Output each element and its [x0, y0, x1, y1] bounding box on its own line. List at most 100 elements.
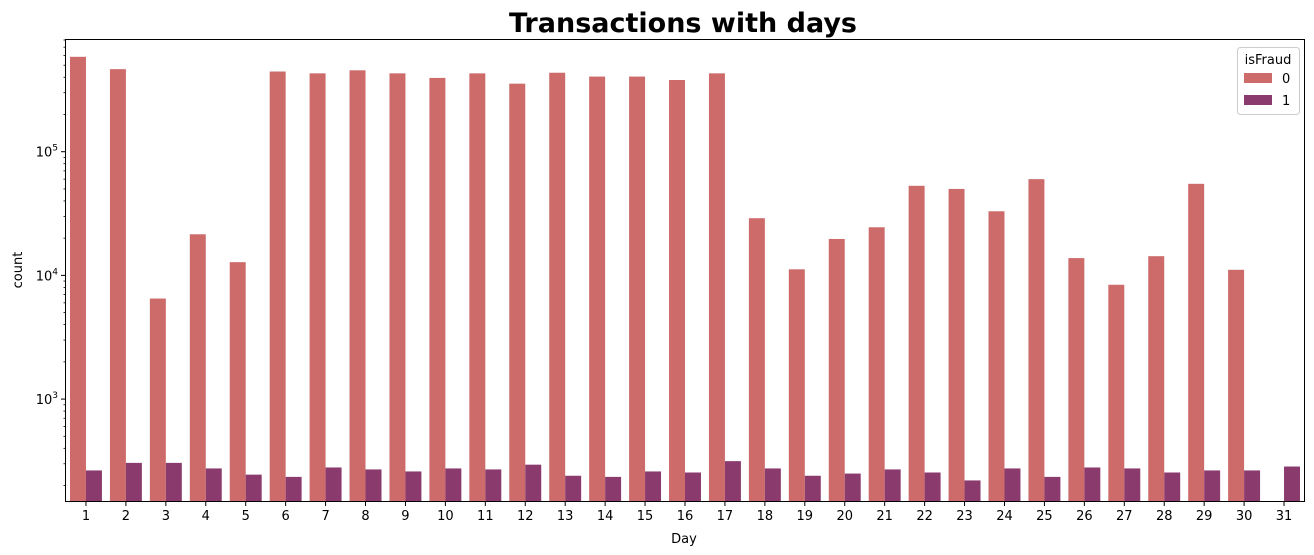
bar-day-29-isfraud-0	[1188, 183, 1205, 501]
bar-day-2-isfraud-0	[109, 69, 126, 502]
bar-day-19-isfraud-1	[804, 475, 821, 501]
legend-label-1: 1	[1282, 94, 1290, 109]
x-tick-label: 28	[1156, 509, 1173, 524]
bar-day-25-isfraud-1	[1044, 476, 1061, 501]
bar-day-16-isfraud-1	[685, 472, 701, 501]
bar-day-19-isfraud-0	[788, 269, 805, 501]
bar-day-23-isfraud-1	[964, 480, 981, 501]
legend: isFraud 0 1	[1237, 47, 1300, 115]
x-tick-label: 13	[557, 509, 574, 524]
bar-day-21-isfraud-1	[884, 469, 901, 501]
x-tick-label: 6	[282, 509, 290, 524]
bar-day-3-isfraud-1	[165, 462, 182, 501]
x-tick-label: 24	[996, 509, 1013, 524]
chart-title: Transactions with days	[509, 8, 857, 39]
x-tick-label: 7	[321, 509, 329, 524]
bar-day-25-isfraud-0	[1028, 179, 1045, 501]
x-tick-label: 10	[437, 509, 454, 524]
bar-day-16-isfraud-0	[669, 79, 685, 502]
bar-day-13-isfraud-1	[565, 475, 582, 501]
legend-swatch-0	[1244, 73, 1272, 83]
x-tick-label: 23	[956, 509, 973, 524]
bar-day-12-isfraud-0	[509, 83, 526, 502]
bar-day-26-isfraud-0	[1068, 258, 1085, 501]
bar-day-6-isfraud-1	[285, 476, 302, 501]
x-tick-label: 14	[597, 509, 614, 524]
x-tick-label: 8	[361, 509, 369, 524]
bar-day-24-isfraud-0	[988, 211, 1005, 501]
x-tick-label: 15	[637, 509, 654, 524]
bar-day-10-isfraud-0	[429, 77, 446, 501]
legend-swatch-1	[1244, 95, 1272, 105]
x-tick-label: 1	[82, 509, 90, 524]
bar-day-22-isfraud-1	[924, 472, 941, 501]
bar-day-4-isfraud-0	[189, 234, 206, 501]
x-tick-label: 30	[1236, 509, 1253, 524]
bar-day-21-isfraud-0	[868, 227, 885, 501]
bar-day-15-isfraud-1	[645, 471, 662, 501]
x-tick-label: 27	[1116, 509, 1133, 524]
bar-day-22-isfraud-0	[908, 185, 925, 501]
bar-day-5-isfraud-0	[229, 262, 246, 501]
bar-day-23-isfraud-0	[948, 188, 965, 501]
bar-day-11-isfraud-0	[469, 73, 486, 501]
bar-day-1-isfraud-1	[85, 470, 102, 501]
bar-day-8-isfraud-0	[349, 70, 366, 501]
bar-day-9-isfraud-0	[389, 73, 406, 501]
bar-day-26-isfraud-1	[1084, 467, 1101, 501]
bar-day-5-isfraud-1	[245, 474, 262, 501]
x-tick-label: 29	[1196, 509, 1213, 524]
x-tick-label: 16	[677, 509, 694, 524]
x-tick-label: 18	[757, 509, 774, 524]
bar-day-3-isfraud-0	[149, 298, 166, 501]
x-tick-label: 22	[916, 509, 933, 524]
bar-day-30-isfraud-1	[1244, 470, 1261, 501]
legend-title: isFraud	[1245, 53, 1292, 68]
bar-day-28-isfraud-0	[1148, 256, 1165, 501]
bar-day-13-isfraud-0	[549, 72, 566, 501]
bar-day-17-isfraud-1	[724, 461, 741, 501]
y-tick-label: 105	[36, 144, 58, 161]
x-tick-label: 21	[876, 509, 893, 524]
bar-day-10-isfraud-1	[445, 468, 462, 501]
bar-day-7-isfraud-0	[309, 73, 326, 501]
x-tick-label: 5	[242, 509, 250, 524]
bar-day-27-isfraud-1	[1124, 468, 1141, 501]
x-tick-label: 25	[1036, 509, 1053, 524]
x-tick-label: 20	[836, 509, 853, 524]
bar-day-7-isfraud-1	[325, 467, 342, 501]
x-tick-label: 12	[517, 509, 534, 524]
bar-day-4-isfraud-1	[205, 468, 222, 501]
bar-day-18-isfraud-0	[748, 218, 765, 501]
x-tick-label: 26	[1076, 509, 1093, 524]
y-axis-label: count	[11, 252, 26, 289]
y-tick-label: 104	[36, 267, 59, 284]
y-tick-label: 103	[36, 391, 58, 408]
x-axis-label: Day	[671, 532, 697, 547]
bar-day-17-isfraud-0	[708, 73, 725, 501]
x-tick-label: 19	[797, 509, 814, 524]
bar-day-2-isfraud-1	[125, 462, 142, 501]
bar-day-24-isfraud-1	[1004, 468, 1021, 501]
x-tick-label: 11	[477, 509, 494, 524]
bar-day-14-isfraud-0	[589, 76, 606, 501]
bar-day-8-isfraud-1	[365, 469, 382, 501]
x-tick-label: 2	[122, 509, 130, 524]
bar-day-29-isfraud-1	[1204, 470, 1221, 501]
x-tick-label: 31	[1276, 509, 1293, 524]
bar-day-6-isfraud-0	[269, 71, 286, 501]
bar-day-31-isfraud-1	[1284, 466, 1300, 501]
bar-day-20-isfraud-0	[828, 238, 845, 501]
bar-day-12-isfraud-1	[525, 464, 542, 501]
bar-day-9-isfraud-1	[405, 471, 422, 501]
bar-day-15-isfraud-0	[629, 76, 646, 501]
legend-label-0: 0	[1282, 72, 1290, 87]
x-tick-label: 4	[202, 509, 210, 524]
x-tick-label: 3	[162, 509, 170, 524]
bar-day-11-isfraud-1	[485, 469, 502, 501]
bar-day-27-isfraud-0	[1108, 284, 1125, 501]
bar-day-18-isfraud-1	[764, 468, 781, 501]
bar-day-1-isfraud-0	[69, 56, 86, 502]
